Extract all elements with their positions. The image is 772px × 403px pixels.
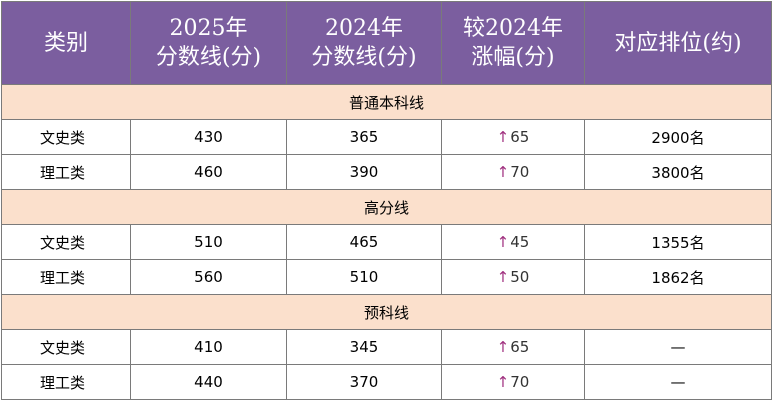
score-2025-cell: 510 xyxy=(130,224,287,260)
category-cell: 文史类 xyxy=(1,224,131,260)
score-2024-cell: 465 xyxy=(286,224,442,260)
header-rank: 对应排位(约) xyxy=(584,1,772,85)
table-row: 文史类 410 345 ↑65— xyxy=(1,329,772,365)
category-cell: 理工类 xyxy=(1,259,131,295)
header-score-2025-line1: 2025年 xyxy=(169,16,248,41)
section-title: 高分线 xyxy=(1,189,772,225)
change-cell: ↑65 xyxy=(441,119,585,155)
up-arrow-icon: ↑ xyxy=(496,233,510,251)
header-score-2025: 2025年 分数线(分) xyxy=(130,1,287,85)
rank-cell: 2900名 xyxy=(584,119,772,155)
score-2024-cell: 365 xyxy=(286,119,442,155)
score-2025-cell: 410 xyxy=(130,329,287,365)
change-value: 70 xyxy=(510,373,530,391)
category-cell: 理工类 xyxy=(1,364,131,400)
header-score-2024-line2: 分数线(分) xyxy=(311,45,417,70)
up-arrow-icon: ↑ xyxy=(496,373,510,391)
change-value: 70 xyxy=(510,163,530,181)
header-category-label: 类别 xyxy=(43,30,88,56)
rank-cell: — xyxy=(584,329,772,365)
change-cell: ↑70 xyxy=(441,154,585,190)
header-row: 类别 2025年 分数线(分) 2024年 分数线(分) 较2024年 涨幅(分… xyxy=(1,1,772,85)
change-cell: ↑50 xyxy=(441,259,585,295)
section-title: 预科线 xyxy=(1,294,772,330)
table-row: 理工类 440 370 ↑70— xyxy=(1,364,772,400)
score-2024-cell: 345 xyxy=(286,329,442,365)
score-2024-cell: 390 xyxy=(286,154,442,190)
header-score-2024: 2024年 分数线(分) xyxy=(286,1,442,85)
up-arrow-icon: ↑ xyxy=(496,268,510,286)
rank-cell: 1355名 xyxy=(584,224,772,260)
header-rank-label: 对应排位(约) xyxy=(614,30,742,56)
table-row: 理工类 560 510 ↑50 1862名 xyxy=(1,259,772,295)
table-row: 文史类 510 465 ↑45 1355名 xyxy=(1,224,772,260)
category-cell: 文史类 xyxy=(1,119,131,155)
category-cell: 理工类 xyxy=(1,154,131,190)
change-value: 65 xyxy=(510,338,530,356)
score-2025-cell: 440 xyxy=(130,364,287,400)
up-arrow-icon: ↑ xyxy=(496,163,510,181)
section-row: 普通本科线 xyxy=(1,84,772,120)
change-value: 50 xyxy=(510,268,530,286)
table-row: 文史类 430 365 ↑65 2900名 xyxy=(1,119,772,155)
up-arrow-icon: ↑ xyxy=(496,338,510,356)
score-2025-cell: 430 xyxy=(130,119,287,155)
header-change-line2: 涨幅(分) xyxy=(471,45,555,70)
score-2025-cell: 460 xyxy=(130,154,287,190)
section-row: 预科线 xyxy=(1,294,772,330)
header-category: 类别 xyxy=(1,1,131,85)
change-value: 65 xyxy=(510,128,530,146)
table-row: 理工类 460 390 ↑70 3800名 xyxy=(1,154,772,190)
header-change-line1: 较2024年 xyxy=(463,16,563,41)
score-2024-cell: 370 xyxy=(286,364,442,400)
up-arrow-icon: ↑ xyxy=(496,128,510,146)
header-change: 较2024年 涨幅(分) xyxy=(441,1,585,85)
rank-cell: — xyxy=(584,364,772,400)
section-title: 普通本科线 xyxy=(1,84,772,120)
score-2025-cell: 560 xyxy=(130,259,287,295)
header-score-2025-line2: 分数线(分) xyxy=(155,45,262,70)
table-body: 普通本科线 文史类 430 365 ↑65 2900名 理工类 460 390 ↑70 3800名高… xyxy=(1,84,772,400)
header-score-2024-line1: 2024年 xyxy=(325,16,403,41)
section-row: 高分线 xyxy=(1,189,772,225)
change-value: 45 xyxy=(510,233,530,251)
rank-cell: 1862名 xyxy=(584,259,772,295)
category-cell: 文史类 xyxy=(1,329,131,365)
change-cell: ↑45 xyxy=(441,224,585,260)
score-2024-cell: 510 xyxy=(286,259,442,295)
table-header: 类别 2025年 分数线(分) 2024年 分数线(分) 较2024年 涨幅(分… xyxy=(1,1,772,85)
change-cell: ↑70 xyxy=(441,364,585,400)
rank-cell: 3800名 xyxy=(584,154,772,190)
change-cell: ↑65 xyxy=(441,329,585,365)
